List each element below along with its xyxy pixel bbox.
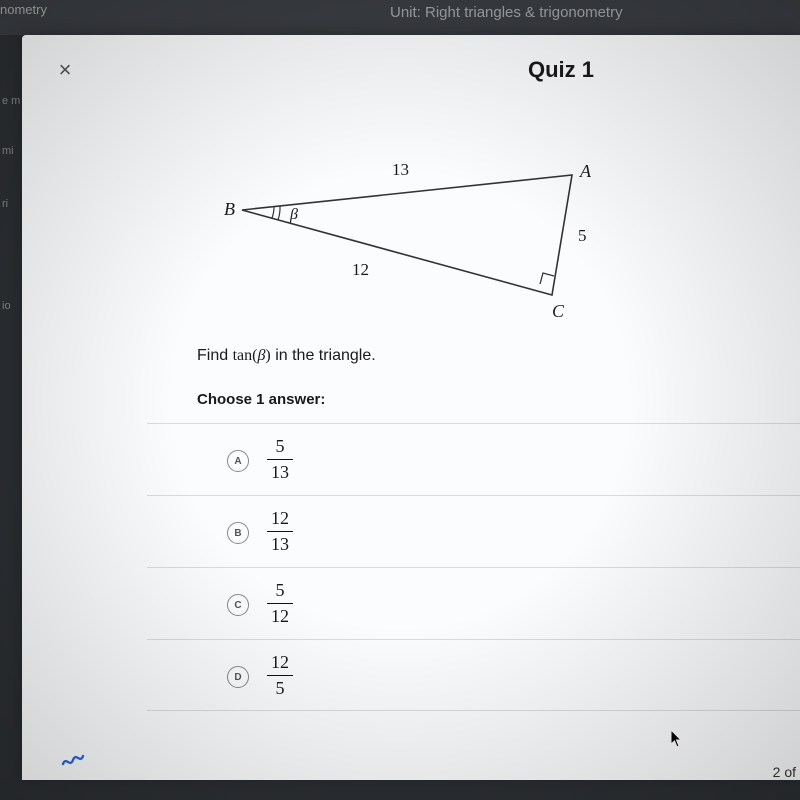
fraction-bar (267, 531, 293, 532)
answer-list: A 5 13 B 12 13 C 5 12 D (147, 423, 800, 711)
angle-beta-arc-2 (278, 206, 280, 220)
answer-bubble: C (227, 594, 249, 616)
answer-fraction: 5 13 (267, 436, 293, 483)
answer-bubble: A (227, 450, 249, 472)
angle-beta-label: β (289, 206, 298, 223)
answer-fraction: 5 12 (267, 580, 293, 627)
fraction-numerator: 12 (267, 652, 293, 673)
question-arg: β (257, 347, 265, 364)
answer-fraction: 12 13 (267, 508, 293, 555)
quiz-title: Quiz 1 (22, 57, 800, 83)
triangle-figure: B A C 13 12 5 β (222, 155, 612, 325)
vertex-b-label: B (224, 199, 235, 219)
vertex-a-label: A (579, 161, 592, 181)
answer-bubble: D (227, 666, 249, 688)
footer-squiggle-icon[interactable] (60, 746, 96, 780)
fraction-bar (267, 603, 293, 604)
fraction-bar (267, 459, 293, 460)
question-fn: tan (233, 347, 253, 364)
right-angle-mark (540, 273, 554, 284)
bg-unit-title: Unit: Right triangles & trigonometry (390, 4, 623, 21)
fraction-bar (267, 675, 293, 676)
answer-fraction: 12 5 (267, 652, 293, 699)
choose-label: Choose 1 answer: (197, 391, 325, 408)
question-prefix: Find (197, 347, 233, 364)
vertex-c-label: C (552, 301, 565, 321)
bg-side-label: mi (2, 145, 14, 157)
fraction-numerator: 5 (267, 580, 293, 601)
fraction-numerator: 5 (267, 436, 293, 457)
triangle-shape (242, 175, 572, 295)
answer-bubble: B (227, 522, 249, 544)
side-adj-label: 12 (352, 260, 369, 279)
bg-side-label: io (2, 300, 11, 312)
page-indicator: 2 of (773, 764, 796, 780)
cursor-arrow-icon (670, 729, 684, 749)
question-text: Find tan(β) in the triangle. (197, 347, 376, 365)
side-opp-label: 5 (578, 226, 587, 245)
angle-beta-arc (272, 207, 274, 218)
fraction-denominator: 13 (267, 462, 293, 483)
quiz-modal-panel: × Quiz 1 B A C 13 12 5 β Find tan(β) in … (22, 35, 800, 780)
background-app-header: nometry Unit: Right triangles & trigonom… (0, 0, 800, 35)
fraction-denominator: 5 (267, 678, 293, 699)
side-hyp-label: 13 (392, 160, 409, 179)
bg-side-label: ri (2, 198, 8, 210)
question-suffix: in the triangle. (271, 347, 376, 364)
answer-option[interactable]: B 12 13 (147, 495, 800, 567)
fraction-denominator: 12 (267, 606, 293, 627)
fraction-denominator: 13 (267, 534, 293, 555)
fraction-numerator: 12 (267, 508, 293, 529)
answer-option[interactable]: D 12 5 (147, 639, 800, 711)
answer-option[interactable]: C 5 12 (147, 567, 800, 639)
bg-side-label: e m (2, 95, 20, 107)
background-sidebar-fragments: e m mi ri io (0, 0, 22, 800)
answer-option[interactable]: A 5 13 (147, 423, 800, 495)
